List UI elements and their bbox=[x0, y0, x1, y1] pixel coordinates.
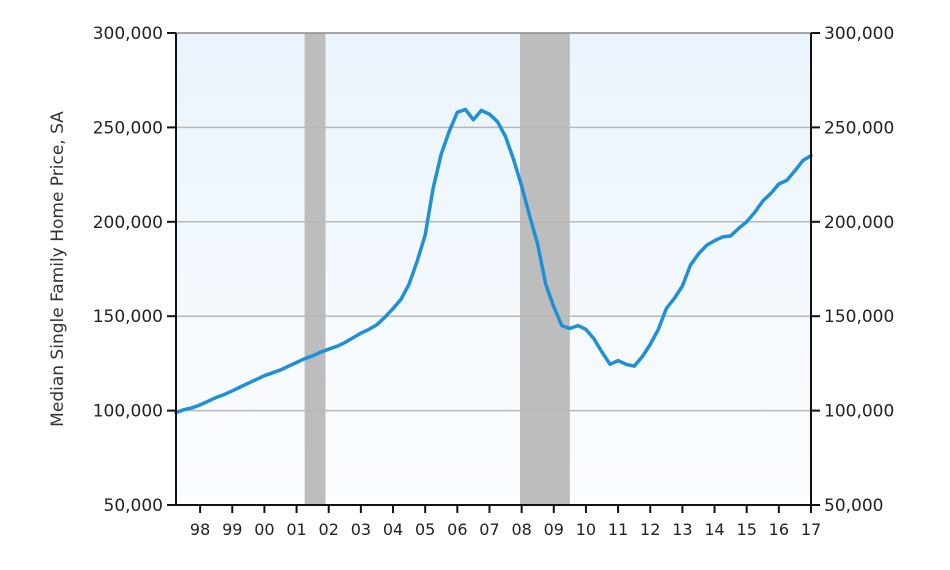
x-tick-label: 07 bbox=[479, 520, 499, 539]
price-series-line bbox=[174, 107, 813, 415]
x-tick-label: 01 bbox=[286, 520, 306, 539]
y-tick-label-left: 250,000 bbox=[93, 118, 163, 138]
x-tick-label: 06 bbox=[447, 520, 467, 539]
recession-band bbox=[520, 33, 570, 505]
recession-band bbox=[304, 33, 326, 505]
x-tick-label: 11 bbox=[608, 520, 628, 539]
y-tick-label-right: 250,000 bbox=[824, 118, 894, 138]
y-tick-label-left: 50,000 bbox=[104, 496, 163, 516]
x-tick-label: 13 bbox=[672, 520, 692, 539]
x-tick-label: 17 bbox=[801, 520, 821, 539]
x-tick-label: 00 bbox=[254, 520, 274, 539]
y-tick-label-right: 100,000 bbox=[824, 402, 894, 422]
y-tick-label-left: 150,000 bbox=[93, 307, 163, 327]
y-axis-title: Median Single Family Home Price, SA bbox=[48, 111, 68, 427]
x-tick-label: 05 bbox=[415, 520, 435, 539]
y-tick-label-right: 300,000 bbox=[824, 24, 894, 44]
x-tick-label: 99 bbox=[222, 520, 242, 539]
x-tick-label: 10 bbox=[576, 520, 596, 539]
y-tick-label-left: 100,000 bbox=[93, 402, 163, 422]
x-tick-label: 09 bbox=[544, 520, 564, 539]
x-tick-label: 12 bbox=[640, 520, 660, 539]
x-tick-label: 08 bbox=[511, 520, 531, 539]
x-tick-label: 02 bbox=[319, 520, 339, 539]
y-tick-label-left: 200,000 bbox=[93, 213, 163, 233]
right-y-axis-labels: 50,000 100,000 150,000 200,000 250,000 300,00… bbox=[811, 24, 894, 516]
x-tick-label: 14 bbox=[704, 520, 724, 539]
axes bbox=[175, 33, 812, 506]
y-tick-label-right: 50,000 bbox=[824, 496, 883, 516]
x-axis-labels: 98 99 00 01 02 03 04 05 06 07 08 09 10 11 12 13 14 15 16 17 bbox=[190, 505, 821, 539]
x-tick-label: 16 bbox=[769, 520, 789, 539]
y-tick-label-left: 300,000 bbox=[93, 24, 163, 44]
horizontal-gridlines bbox=[176, 32, 811, 412]
x-tick-label: 98 bbox=[190, 520, 210, 539]
recession-bands bbox=[304, 33, 570, 505]
y-tick-label-right: 150,000 bbox=[824, 307, 894, 327]
x-tick-label: 04 bbox=[383, 520, 403, 539]
x-tick-label: 15 bbox=[737, 520, 757, 539]
plot-area-background bbox=[176, 33, 811, 505]
y-tick-label-right: 200,000 bbox=[824, 213, 894, 233]
left-y-axis-labels: 50,000 100,000 150,000 200,000 250,000 300,00… bbox=[93, 24, 176, 516]
x-tick-label: 03 bbox=[351, 520, 371, 539]
